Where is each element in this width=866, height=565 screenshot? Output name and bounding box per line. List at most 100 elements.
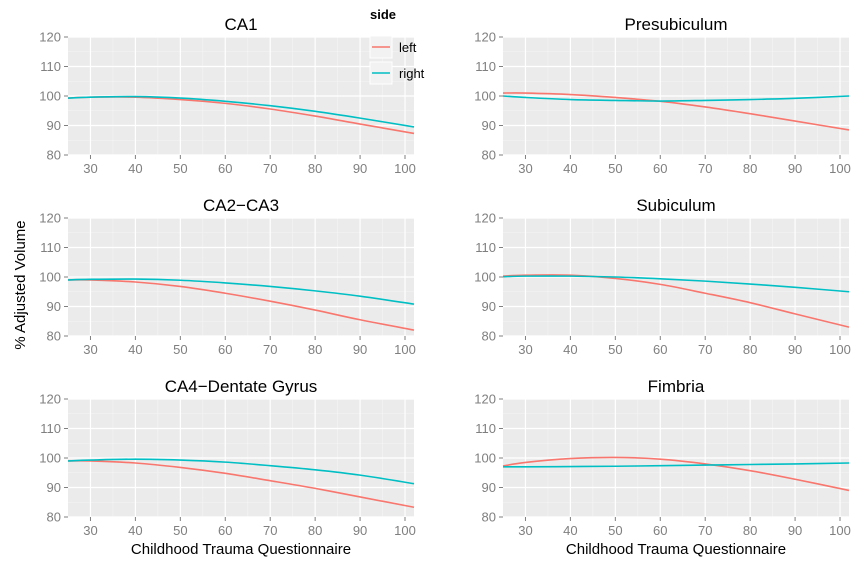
y-tick-label: 80 bbox=[482, 148, 496, 163]
x-tick-label: 40 bbox=[563, 523, 577, 538]
series-line-right bbox=[67, 458, 415, 485]
x-tick-label: 70 bbox=[698, 342, 712, 357]
x-tick-label: 100 bbox=[829, 161, 851, 176]
y-tick-label: 100 bbox=[39, 270, 61, 285]
y-tick-label: 120 bbox=[474, 30, 496, 45]
x-tick-label: 80 bbox=[743, 161, 757, 176]
x-tick-label: 50 bbox=[608, 523, 622, 538]
y-tick-label: 90 bbox=[482, 299, 496, 314]
y-tick-label: 100 bbox=[474, 451, 496, 466]
x-tick-label: 40 bbox=[128, 161, 142, 176]
y-tick-label: 110 bbox=[40, 240, 61, 255]
x-tick-label: 40 bbox=[128, 523, 142, 538]
y-tick-label: 120 bbox=[39, 30, 61, 45]
x-tick-label: 60 bbox=[218, 342, 232, 357]
series-line-right bbox=[67, 278, 415, 305]
panel-presubiculum: 80 90 100 110 120 30 40 50 60 70 80 90 100 Presubicul… bbox=[474, 15, 851, 176]
x-tick-label: 80 bbox=[308, 342, 322, 357]
x-tick-label: 100 bbox=[394, 523, 416, 538]
panel-title: Presubiculum bbox=[625, 15, 728, 34]
y-tick-label: 80 bbox=[482, 510, 496, 525]
panel-fimbria: 80 90 100 110 120 30 40 50 60 70 80 90 100 Fimbria Chi… bbox=[474, 377, 851, 558]
legend: side left right bbox=[369, 7, 425, 85]
y-tick-label: 90 bbox=[482, 480, 496, 495]
x-tick-label: 60 bbox=[653, 523, 667, 538]
x-tick-label: 90 bbox=[353, 342, 367, 357]
panel-ca2-ca3: 80 90 100 110 120 30 40 50 60 70 80 90 100 CA2−CA3 bbox=[39, 196, 416, 357]
panel-ca4-dentate-gyrus: 80 90 100 110 120 30 40 50 60 70 80 90 100 CA4−Dentat… bbox=[39, 377, 416, 558]
series-line-left bbox=[67, 460, 415, 509]
legend-label-right: right bbox=[399, 66, 425, 81]
x-tick-label: 30 bbox=[83, 161, 97, 176]
y-tick-label: 80 bbox=[47, 510, 61, 525]
y-tick-label: 100 bbox=[474, 89, 496, 104]
x-tick-label: 50 bbox=[608, 342, 622, 357]
y-axis-title: % Adjusted Volume bbox=[12, 220, 29, 349]
y-tick-label: 90 bbox=[47, 299, 61, 314]
x-tick-label: 70 bbox=[698, 523, 712, 538]
panel-title: CA1 bbox=[224, 15, 257, 34]
x-tick-label: 50 bbox=[173, 523, 187, 538]
series-line-left bbox=[502, 274, 850, 328]
x-tick-label: 30 bbox=[518, 342, 532, 357]
series-line-right bbox=[67, 95, 415, 128]
x-tick-label: 50 bbox=[608, 161, 622, 176]
y-tick-label: 120 bbox=[474, 392, 496, 407]
series-line-left bbox=[67, 279, 415, 331]
panel-subiculum: 80 90 100 110 120 30 40 50 60 70 80 90 100 Subiculum bbox=[474, 196, 851, 357]
x-tick-label: 80 bbox=[308, 523, 322, 538]
x-tick-label: 90 bbox=[353, 523, 367, 538]
y-tick-label: 90 bbox=[482, 118, 496, 133]
y-tick-label: 100 bbox=[474, 270, 496, 285]
panel-title: Subiculum bbox=[636, 196, 715, 215]
y-tick-label: 110 bbox=[475, 421, 496, 436]
x-tick-label: 40 bbox=[128, 342, 142, 357]
y-tick-label: 120 bbox=[474, 211, 496, 226]
x-tick-label: 30 bbox=[83, 342, 97, 357]
x-tick-label: 100 bbox=[829, 523, 851, 538]
y-tick-label: 120 bbox=[39, 392, 61, 407]
x-tick-label: 100 bbox=[394, 161, 416, 176]
legend-title: side bbox=[370, 7, 396, 22]
x-tick-label: 50 bbox=[173, 342, 187, 357]
x-tick-label: 90 bbox=[788, 161, 802, 176]
x-tick-label: 100 bbox=[829, 342, 851, 357]
y-tick-label: 80 bbox=[47, 148, 61, 163]
x-tick-label: 70 bbox=[698, 161, 712, 176]
y-tick-label: 90 bbox=[47, 480, 61, 495]
y-tick-label: 110 bbox=[40, 421, 61, 436]
series-line-right bbox=[502, 275, 850, 293]
y-tick-label: 80 bbox=[482, 329, 496, 344]
y-tick-label: 120 bbox=[39, 211, 61, 226]
series-line-left bbox=[502, 456, 850, 492]
y-tick-label: 100 bbox=[39, 451, 61, 466]
series-line-right bbox=[502, 95, 850, 102]
x-tick-label: 80 bbox=[743, 523, 757, 538]
x-tick-label: 70 bbox=[263, 523, 277, 538]
y-tick-label: 80 bbox=[47, 329, 61, 344]
x-tick-label: 40 bbox=[563, 161, 577, 176]
x-tick-label: 70 bbox=[263, 161, 277, 176]
x-axis-title: Childhood Trauma Questionnaire bbox=[566, 541, 786, 558]
x-tick-label: 80 bbox=[743, 342, 757, 357]
y-tick-label: 90 bbox=[47, 118, 61, 133]
x-tick-label: 60 bbox=[653, 342, 667, 357]
x-tick-label: 40 bbox=[563, 342, 577, 357]
x-tick-label: 30 bbox=[518, 161, 532, 176]
series-line-right bbox=[502, 462, 850, 468]
x-tick-label: 50 bbox=[173, 161, 187, 176]
x-tick-label: 90 bbox=[353, 161, 367, 176]
legend-label-left: left bbox=[399, 40, 417, 55]
x-tick-label: 70 bbox=[263, 342, 277, 357]
y-tick-label: 110 bbox=[475, 59, 496, 74]
panel-title: Fimbria bbox=[648, 377, 705, 396]
panel-title: CA2−CA3 bbox=[203, 196, 279, 215]
x-tick-label: 100 bbox=[394, 342, 416, 357]
x-tick-label: 30 bbox=[83, 523, 97, 538]
y-tick-label: 100 bbox=[39, 89, 61, 104]
y-tick-label: 110 bbox=[475, 240, 496, 255]
x-tick-label: 30 bbox=[518, 523, 532, 538]
x-axis-title: Childhood Trauma Questionnaire bbox=[131, 541, 351, 558]
panel-title: CA4−Dentate Gyrus bbox=[165, 377, 318, 396]
